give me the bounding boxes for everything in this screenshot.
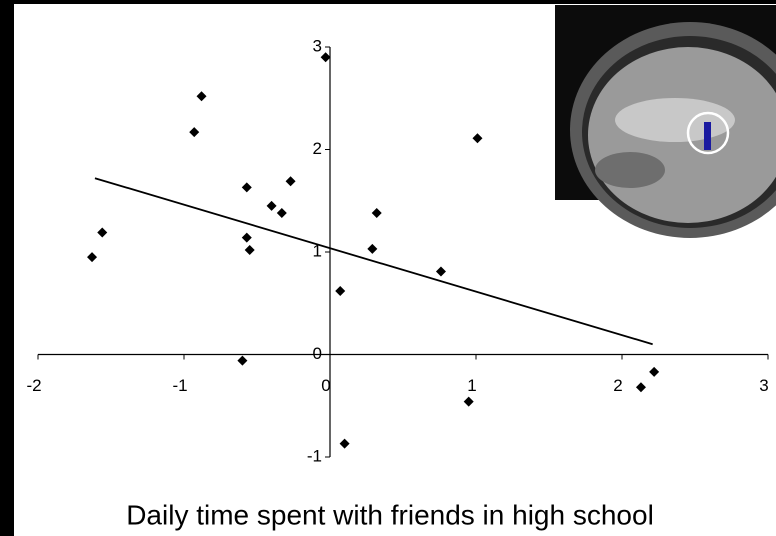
point <box>196 91 207 102</box>
point <box>87 252 98 263</box>
point <box>237 355 248 366</box>
point <box>339 438 350 449</box>
point <box>285 176 296 187</box>
x-tick-label: 0 <box>321 376 330 395</box>
roi-circle <box>686 111 730 155</box>
point <box>649 366 660 377</box>
point <box>367 243 378 254</box>
point <box>97 227 108 238</box>
x-axis-title: Daily time spent with friends in high sc… <box>126 499 654 530</box>
point <box>241 232 252 243</box>
point <box>635 382 646 393</box>
point <box>463 396 474 407</box>
y-tick-label: -1 <box>307 446 322 465</box>
activation <box>704 122 711 150</box>
y-tick-label: 0 <box>313 344 322 363</box>
point <box>244 244 255 255</box>
point <box>266 200 277 211</box>
x-tick-label: 2 <box>613 376 622 395</box>
point <box>435 266 446 277</box>
y-tick-label: 2 <box>313 139 322 158</box>
point <box>241 182 252 193</box>
y-tick-label: 1 <box>313 241 322 260</box>
point <box>320 52 331 63</box>
temporal <box>595 152 665 188</box>
y-tick-label: 3 <box>313 36 322 55</box>
point <box>335 285 346 296</box>
point <box>472 133 483 144</box>
corpus-callosum <box>615 98 735 142</box>
point <box>189 127 200 138</box>
point <box>371 208 382 219</box>
brain-inset <box>555 5 776 238</box>
point <box>276 208 287 219</box>
x-tick-label: -1 <box>172 376 187 395</box>
trend-line <box>94 177 653 346</box>
x-tick-label: -2 <box>26 376 41 395</box>
x-tick-label: 1 <box>467 376 476 395</box>
x-tick-label: 3 <box>759 376 768 395</box>
